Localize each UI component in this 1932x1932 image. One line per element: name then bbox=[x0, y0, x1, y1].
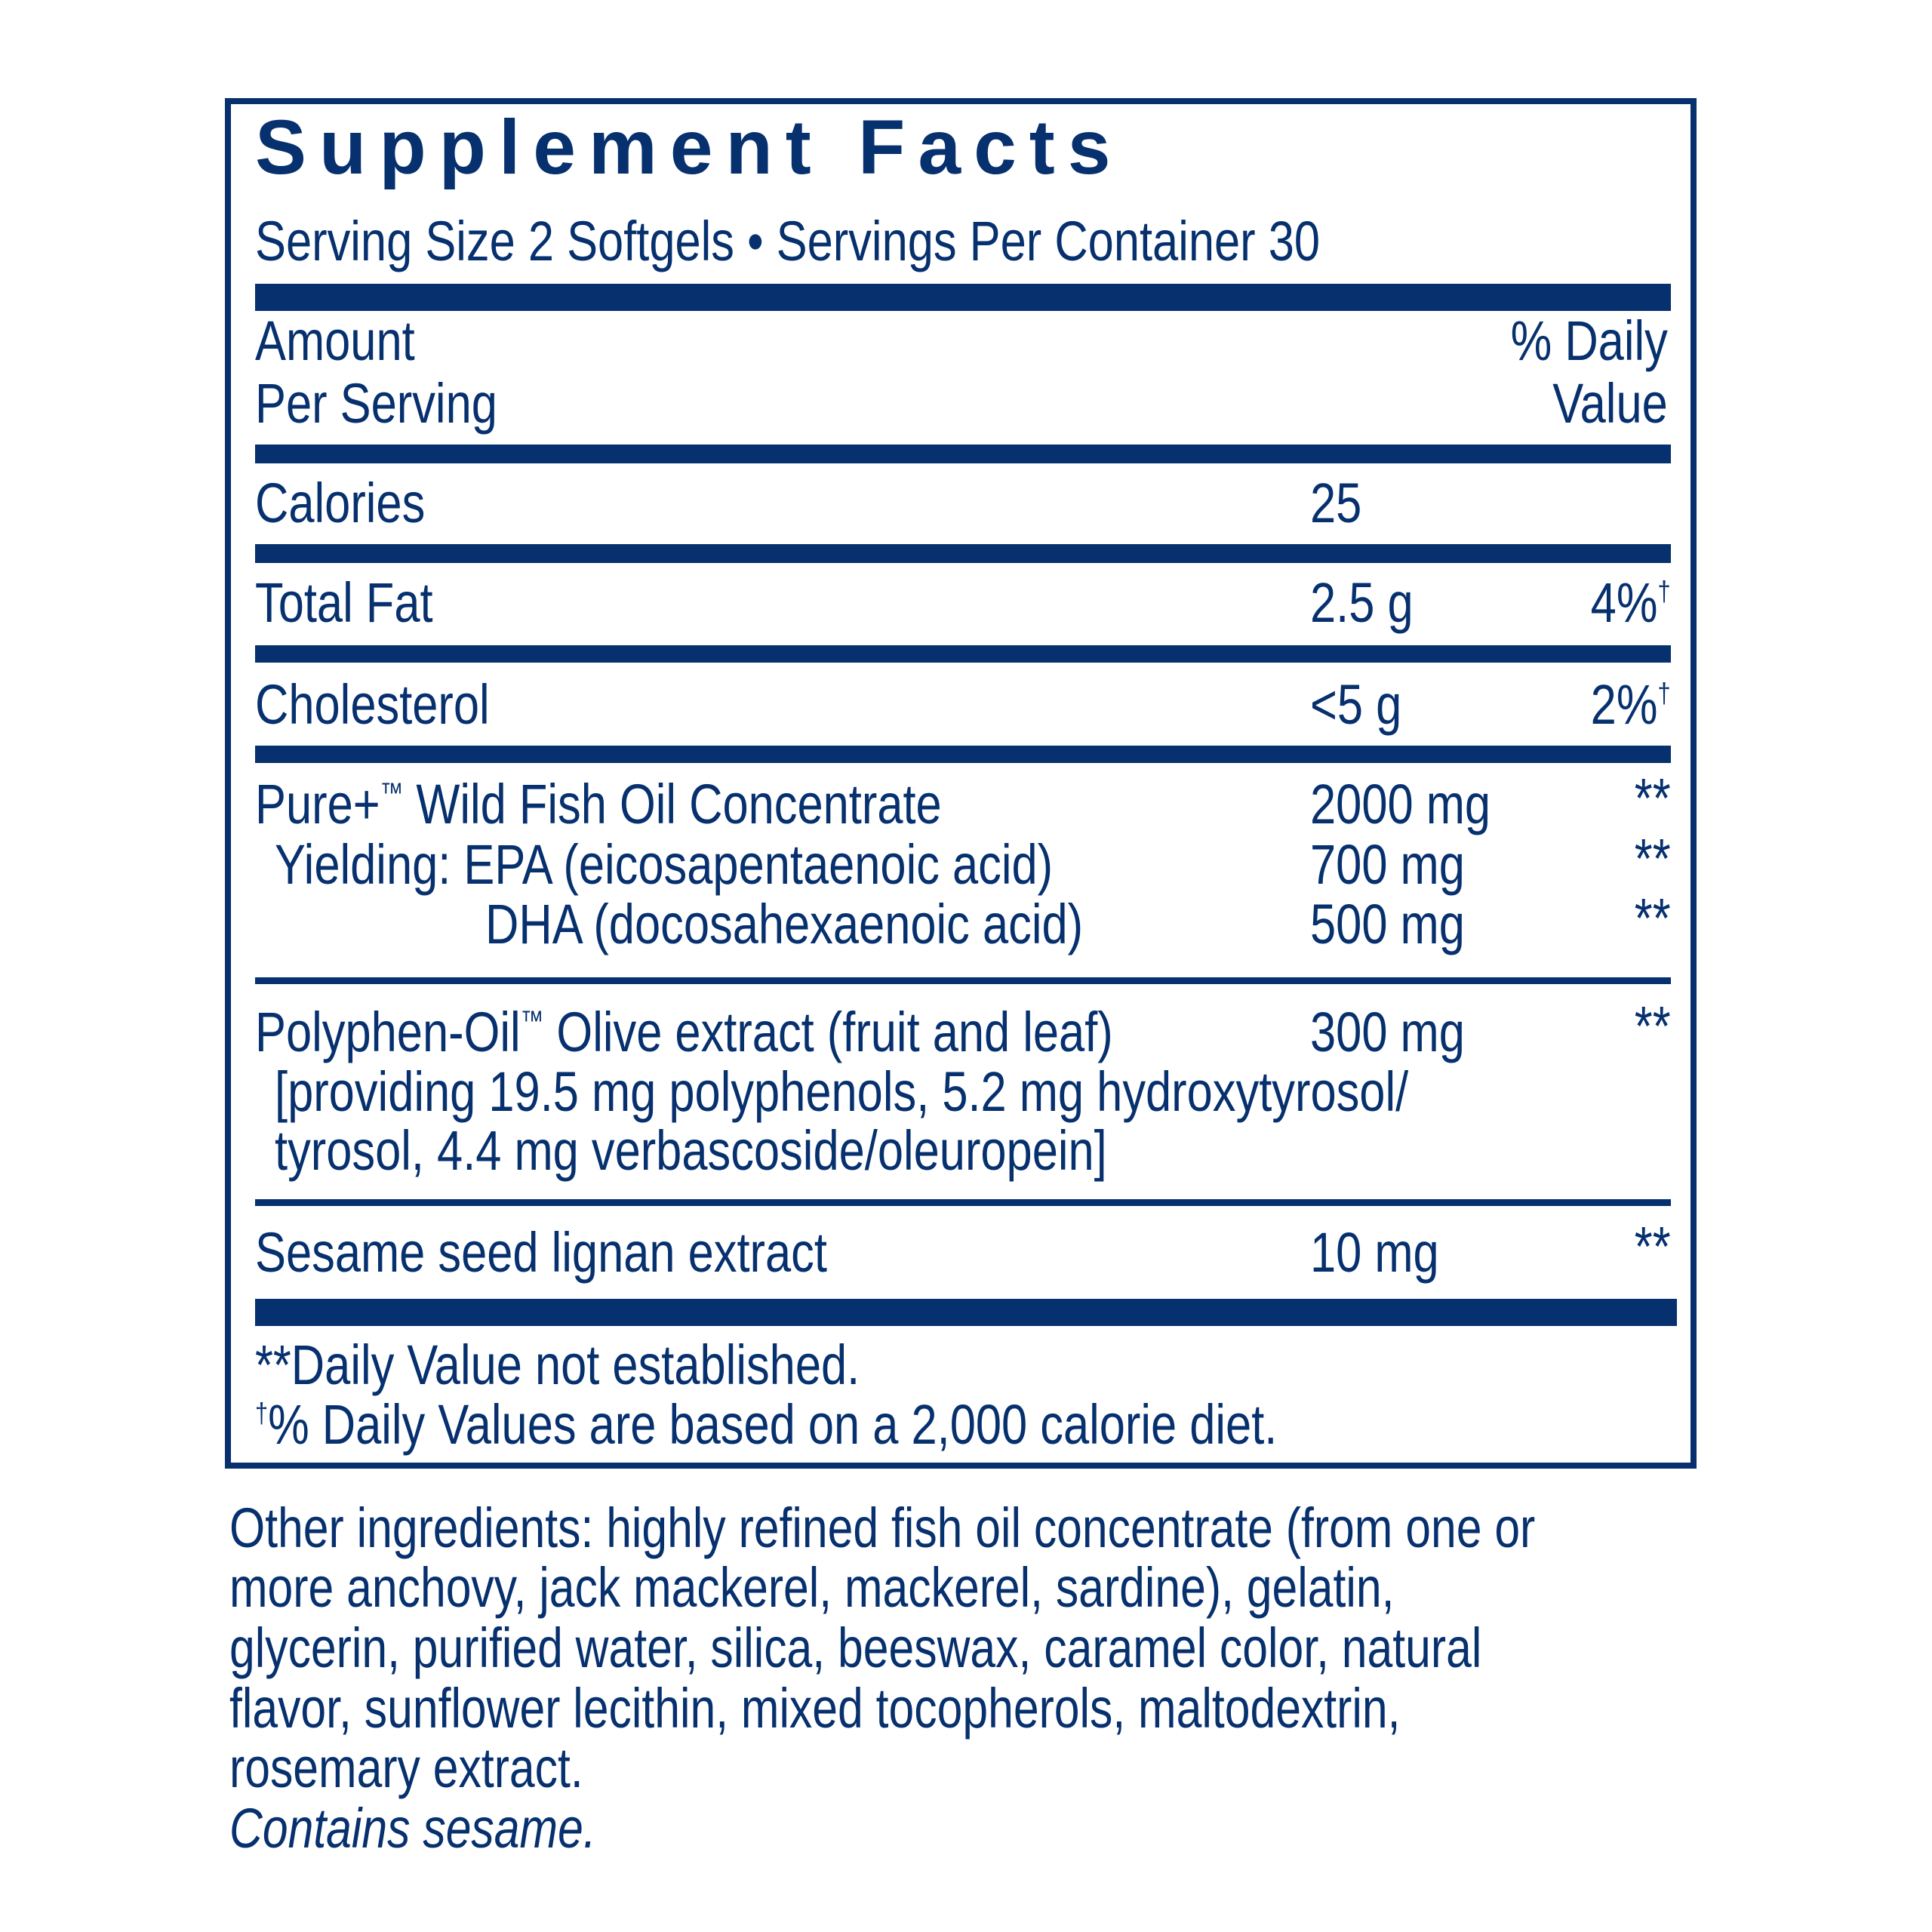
row-cholesterol-dv: 2%† bbox=[1591, 675, 1671, 745]
header-amount: Amount bbox=[255, 309, 415, 372]
row-olive-detail-2: tyrosol, 4.4 mg verbascoside/oleuropein] bbox=[275, 1119, 1107, 1182]
supplement-facts-panel bbox=[225, 98, 1697, 1469]
other-ingredients-line: flavor, sunflower lecithin, mixed tocoph… bbox=[229, 1677, 1401, 1740]
row-cholesterol-name: Cholesterol bbox=[255, 673, 490, 736]
row-cholesterol-amount: <5 g bbox=[1310, 673, 1402, 736]
row-dha-amount: 500 mg bbox=[1310, 893, 1465, 955]
dagger-mark: † bbox=[255, 1398, 269, 1429]
divider-thin bbox=[255, 1199, 1671, 1206]
footnote-dv-basis: †% Daily Values are based on a 2,000 cal… bbox=[255, 1395, 1277, 1465]
divider-thick bbox=[255, 1299, 1677, 1326]
row-olive-amount: 300 mg bbox=[1310, 1001, 1465, 1063]
row-fish-oil-name: Pure+™ Wild Fish Oil Concentrate bbox=[255, 774, 942, 844]
dagger-mark: † bbox=[1657, 678, 1671, 709]
row-olive-name: Polyphen-Oil™ Olive extract (fruit and l… bbox=[255, 1002, 1113, 1072]
row-sesame-dv: ** bbox=[1635, 1215, 1671, 1278]
trademark-mark: ™ bbox=[520, 1005, 544, 1037]
name-part: Pure+ bbox=[255, 773, 380, 835]
row-olive-detail-1: [providing 19.5 mg polyphenols, 5.2 mg h… bbox=[275, 1060, 1409, 1123]
row-total-fat-name: Total Fat bbox=[255, 571, 433, 634]
serving-info: Serving Size 2 Softgels • Servings Per C… bbox=[255, 210, 1321, 272]
footnote-dv-not-established: **Daily Value not established. bbox=[255, 1334, 860, 1396]
row-dha-name: DHA (docosahexaenoic acid) bbox=[485, 893, 1084, 955]
row-fish-oil-dv: ** bbox=[1635, 767, 1671, 829]
footnote-text: % Daily Values are based on a 2,000 calo… bbox=[268, 1393, 1278, 1456]
row-calories-amount: 25 bbox=[1310, 472, 1362, 534]
panel-title: Supplement Facts bbox=[255, 104, 1124, 190]
name-part: Polyphen-Oil bbox=[255, 1001, 521, 1063]
row-sesame-amount: 10 mg bbox=[1310, 1221, 1439, 1284]
row-olive-dv: ** bbox=[1635, 995, 1671, 1057]
row-fish-oil-amount: 2000 mg bbox=[1310, 773, 1491, 835]
header-per-serving: Per Serving bbox=[255, 372, 497, 435]
other-ingredients-line: more anchovy, jack mackerel, mackerel, s… bbox=[229, 1556, 1395, 1619]
row-dha-dv: ** bbox=[1635, 887, 1671, 949]
header-daily: % Daily bbox=[1510, 309, 1668, 372]
trademark-mark: ™ bbox=[380, 777, 404, 809]
other-ingredients-line: rosemary extract. bbox=[229, 1737, 583, 1799]
divider-thick bbox=[255, 284, 1671, 311]
name-part: Wild Fish Oil Concentrate bbox=[403, 773, 942, 835]
divider bbox=[255, 746, 1671, 763]
divider bbox=[255, 645, 1671, 663]
row-calories-name: Calories bbox=[255, 472, 426, 534]
allergen-statement: Contains sesame. bbox=[229, 1797, 596, 1860]
divider bbox=[255, 544, 1671, 563]
name-part: Olive extract (fruit and leaf) bbox=[543, 1001, 1113, 1063]
divider bbox=[255, 445, 1671, 463]
row-total-fat-amount: 2.5 g bbox=[1310, 571, 1414, 634]
row-epa-name: Yielding: EPA (eicosapentaenoic acid) bbox=[275, 833, 1054, 896]
other-ingredients-line: Other ingredients: highly refined fish o… bbox=[229, 1497, 1536, 1559]
row-epa-amount: 700 mg bbox=[1310, 833, 1465, 896]
dv-value: 4% bbox=[1591, 571, 1658, 634]
row-epa-dv: ** bbox=[1635, 827, 1671, 890]
row-sesame-name: Sesame seed lignan extract bbox=[255, 1221, 827, 1284]
dv-value: 2% bbox=[1591, 673, 1658, 736]
divider-thin bbox=[255, 977, 1671, 984]
other-ingredients-line: glycerin, purified water, silica, beeswa… bbox=[229, 1617, 1482, 1679]
dagger-mark: † bbox=[1657, 576, 1671, 608]
header-value: Value bbox=[1552, 372, 1668, 435]
row-total-fat-dv: 4%† bbox=[1591, 573, 1671, 643]
